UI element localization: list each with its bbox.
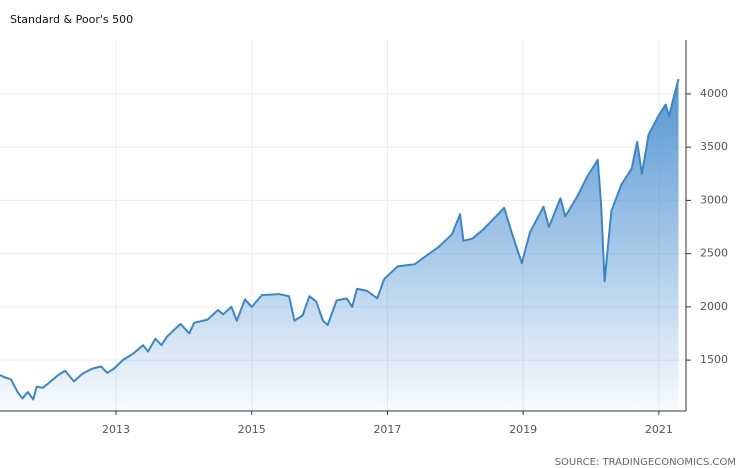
axes: 1500 2000 2500 3000 3500 4000 2013 2015 2017 2019… — [0, 40, 728, 436]
chart-title: Standard & Poor's 500 — [10, 13, 133, 26]
line — [0, 78, 680, 401]
y-tick-label: 2000 — [700, 300, 728, 313]
x-tick-label: 2021 — [645, 423, 673, 436]
y-tick-label: 2500 — [700, 247, 728, 260]
y-tick-label: 1500 — [700, 353, 728, 366]
x-tick-label: 2019 — [509, 423, 537, 436]
x-tick-label: 2015 — [238, 423, 266, 436]
plot — [0, 78, 680, 411]
y-tick-label: 3500 — [700, 140, 728, 153]
y-tick-label: 4000 — [700, 87, 728, 100]
area-fill — [0, 78, 679, 411]
x-tick-label: 2017 — [373, 423, 401, 436]
x-tick-label: 2013 — [102, 423, 130, 436]
y-tick-label: 3000 — [700, 193, 728, 206]
source-note: SOURCE: TRADINGECONOMICS.COM — [555, 457, 736, 468]
